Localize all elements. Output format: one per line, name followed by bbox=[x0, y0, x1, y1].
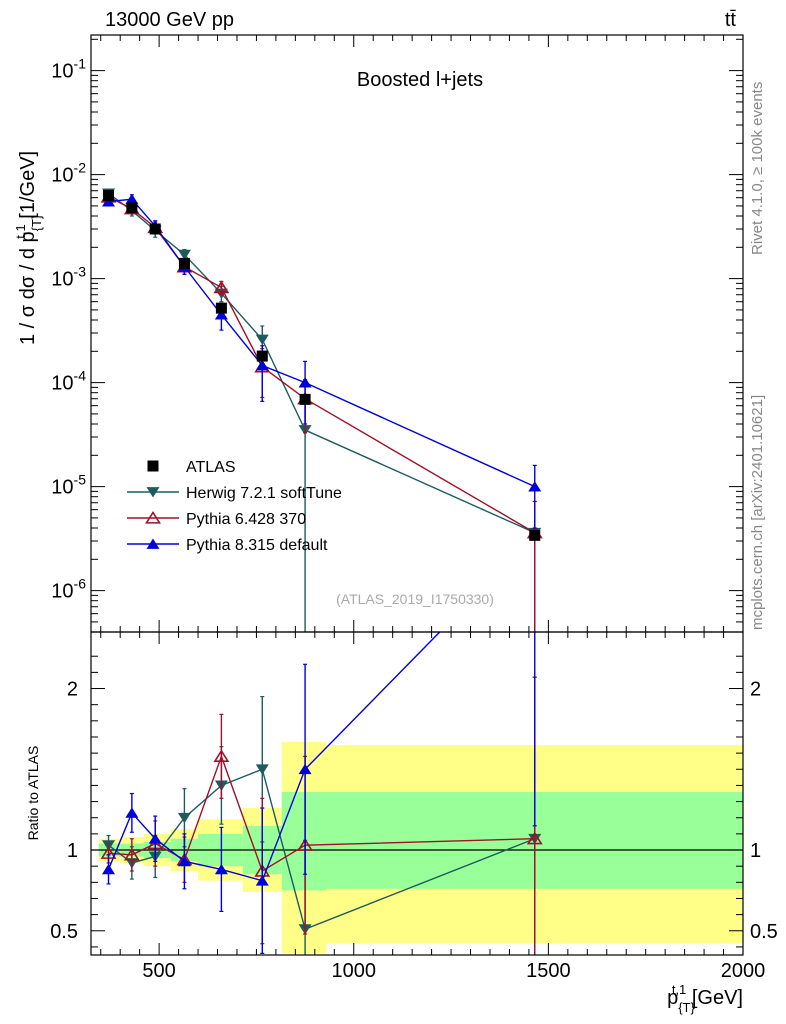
main-axes: 10-6 10-5 10-4 10-3 10-2 10-1 bbox=[51, 34, 744, 633]
main-point bbox=[213, 280, 230, 294]
y-tick-label: 10-1 bbox=[51, 56, 86, 83]
ratio-point bbox=[526, 831, 543, 845]
main-point bbox=[298, 377, 312, 388]
y-tick-label: 10-2 bbox=[51, 160, 86, 187]
data-point bbox=[529, 529, 541, 541]
ratio-y-tick-label-right: 1 bbox=[750, 840, 761, 862]
y-tick-label: 10-5 bbox=[51, 472, 86, 499]
data-point bbox=[103, 189, 115, 201]
main-point bbox=[255, 334, 269, 345]
ratio-y-tick-label-left: 1 bbox=[67, 840, 78, 862]
legend-entry-3: Pythia 8.315 default bbox=[127, 537, 328, 554]
legend-entry-1: Herwig 7.2.1 softTune bbox=[127, 485, 342, 502]
ratio-y-tick-label-right: 2 bbox=[750, 679, 761, 701]
data-point bbox=[299, 393, 311, 405]
ratio-point bbox=[255, 875, 269, 886]
x-tick-label: 2000 bbox=[721, 960, 766, 982]
legend-marker bbox=[147, 460, 159, 472]
ratio-point bbox=[148, 833, 162, 844]
main-plot-area bbox=[91, 35, 743, 632]
data-point bbox=[215, 302, 227, 314]
x-axis-label: p{T}t,1 [GeV] bbox=[667, 982, 743, 1015]
main-panel bbox=[91, 35, 743, 632]
process-label: tt̄ bbox=[725, 9, 737, 31]
ratio-y-tick-label-left: 0.5 bbox=[50, 921, 78, 943]
x-tick-label: 1500 bbox=[526, 960, 571, 982]
main-point bbox=[255, 359, 269, 371]
data-point bbox=[126, 202, 138, 214]
main-data-points bbox=[103, 189, 541, 541]
ratio-point bbox=[125, 807, 139, 818]
main-point bbox=[177, 249, 191, 261]
legend-marker bbox=[146, 487, 160, 498]
data-point bbox=[178, 257, 190, 269]
main-point bbox=[214, 309, 228, 320]
legend: ATLAS Herwig 7.2.1 softTune Pythia 6.428 3… bbox=[127, 459, 342, 554]
main-point bbox=[102, 196, 116, 207]
ratio-point bbox=[255, 764, 269, 775]
y-tick-label: 10-3 bbox=[51, 264, 86, 291]
ratio-series-2 bbox=[102, 632, 537, 954]
legend-entry-0: ATLAS bbox=[147, 459, 236, 476]
y-tick-label: 10-4 bbox=[51, 368, 86, 395]
legend-marker bbox=[145, 510, 161, 524]
ratio-point bbox=[214, 863, 228, 875]
ratio-y-axis-label: Ratio to ATLAS bbox=[25, 746, 41, 841]
x-tick-label: 500 bbox=[142, 960, 175, 982]
x-tick-label: 1000 bbox=[331, 960, 376, 982]
main-point bbox=[125, 193, 139, 205]
legend-label: Pythia 8.315 default bbox=[186, 537, 328, 554]
legend-entry-2: Pythia 6.428 370 bbox=[127, 510, 306, 528]
legend-label: ATLAS bbox=[186, 459, 236, 476]
chart-title: Boosted l+jets bbox=[357, 69, 483, 91]
y-tick-label: 10-6 bbox=[51, 576, 86, 603]
ratio-y-tick-label-right: 0.5 bbox=[750, 921, 778, 943]
rivet-version-label: Rivet 4.1.0, ≥ 100k events bbox=[749, 82, 766, 255]
data-point bbox=[149, 223, 161, 235]
ratio-point bbox=[213, 749, 230, 763]
ratio-series-line bbox=[108, 754, 535, 873]
mcplots-source-label: mcplots.cern.ch [arXiv:2401.10621] bbox=[749, 395, 766, 630]
ratio-y-tick-label-left: 2 bbox=[67, 679, 78, 701]
main-y-axis-label: 1 / σ dσ / d p{T}t,1 [1/GeV] bbox=[13, 151, 44, 345]
ratio-point bbox=[177, 855, 191, 867]
energy-label: 13000 GeV pp bbox=[105, 9, 234, 31]
main-series-layer bbox=[100, 188, 543, 632]
legend-marker bbox=[146, 538, 160, 549]
ratio-point bbox=[177, 812, 191, 824]
analysis-label: (ATLAS_2019_I1750330) bbox=[336, 591, 494, 607]
ratio-point bbox=[298, 763, 312, 775]
legend-label: Pythia 6.428 370 bbox=[186, 511, 306, 528]
main-point bbox=[528, 481, 542, 492]
ratio-frame bbox=[90, 631, 744, 956]
ratio-point bbox=[102, 863, 116, 875]
legend-label: Herwig 7.2.1 softTune bbox=[186, 485, 342, 502]
data-point bbox=[256, 350, 268, 362]
ratio-point bbox=[123, 847, 140, 861]
ratio-series-layer bbox=[100, 632, 543, 955]
ratio-axes: 0.5 0.5 1 1 2 2 500 1000 1500 2000 bbox=[50, 631, 778, 982]
